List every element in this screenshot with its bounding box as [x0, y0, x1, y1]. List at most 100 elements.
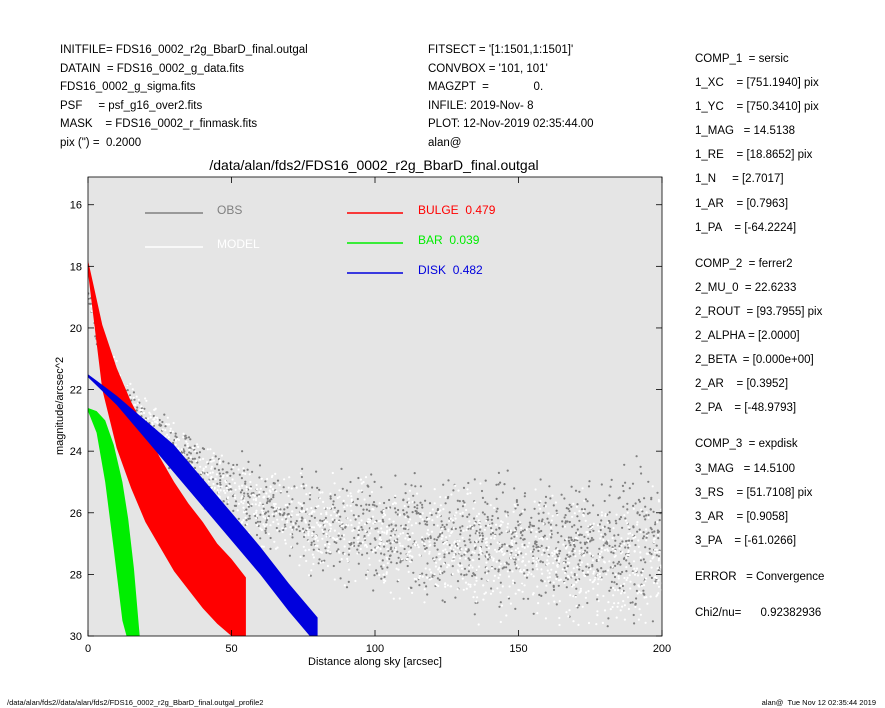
- obs-point: [592, 529, 595, 532]
- model-point: [343, 538, 346, 541]
- model-point: [455, 511, 458, 514]
- obs-point: [566, 578, 570, 581]
- model-point: [137, 398, 140, 401]
- obs-point: [589, 525, 592, 528]
- model-point: [640, 584, 644, 587]
- model-point: [307, 530, 310, 533]
- obs-point: [404, 492, 407, 495]
- model-point: [326, 549, 330, 552]
- model-point: [480, 553, 483, 556]
- obs-point: [525, 576, 529, 579]
- obs-point: [259, 520, 262, 523]
- model-point: [340, 525, 343, 528]
- obs-point: [298, 529, 301, 533]
- model-point: [573, 512, 576, 515]
- model-point: [256, 514, 259, 517]
- model-point: [642, 584, 646, 587]
- model-point: [633, 567, 636, 570]
- obs-point: [381, 559, 384, 562]
- obs-point: [577, 563, 580, 566]
- obs-point: [575, 587, 578, 590]
- obs-point: [497, 570, 500, 573]
- model-point: [478, 546, 481, 549]
- model-point: [329, 524, 332, 527]
- obs-point: [569, 536, 573, 539]
- obs-point: [517, 524, 520, 527]
- model-point: [501, 585, 504, 588]
- model-point: [156, 422, 159, 425]
- model-point: [262, 515, 265, 518]
- obs-point: [404, 483, 407, 486]
- model-point: [407, 520, 410, 524]
- obs-point: [373, 480, 376, 483]
- obs-point: [538, 519, 541, 522]
- model-point: [449, 547, 452, 550]
- model-point: [576, 537, 579, 540]
- obs-point: [426, 593, 429, 596]
- model-point: [439, 504, 442, 507]
- model-point: [623, 576, 626, 580]
- model-point: [218, 485, 221, 488]
- obs-point: [523, 492, 527, 495]
- obs-point: [289, 520, 293, 523]
- model-point: [272, 502, 276, 506]
- model-point: [281, 530, 284, 534]
- obs-point: [640, 571, 643, 574]
- obs-point: [650, 553, 653, 556]
- model-point: [641, 569, 644, 573]
- model-point: [225, 486, 228, 489]
- obs-point: [459, 562, 462, 565]
- obs-point: [507, 563, 510, 566]
- model-point: [472, 559, 475, 562]
- model-point: [529, 550, 533, 553]
- model-point: [575, 581, 578, 584]
- obs-point: [357, 562, 360, 565]
- model-point: [441, 534, 444, 537]
- model-point: [651, 557, 654, 560]
- model-point: [151, 421, 154, 424]
- model-point: [355, 515, 358, 518]
- x-tick-label: 150: [509, 643, 527, 655]
- obs-point: [386, 540, 389, 543]
- obs-point: [433, 538, 436, 541]
- obs-point: [295, 528, 298, 531]
- model-point: [222, 489, 226, 492]
- model-point: [140, 412, 143, 415]
- model-point: [444, 582, 447, 585]
- obs-point: [333, 493, 337, 496]
- obs-point: [614, 539, 617, 542]
- model-point: [164, 429, 167, 432]
- model-point: [299, 555, 302, 559]
- model-point: [569, 594, 572, 597]
- obs-point: [642, 531, 645, 534]
- model-point: [211, 456, 214, 459]
- component-param-line: COMP_2 = ferrer2: [695, 257, 793, 270]
- model-point: [495, 550, 498, 553]
- model-point: [188, 448, 191, 451]
- obs-point: [403, 512, 406, 516]
- obs-point: [549, 523, 553, 526]
- model-point: [479, 536, 482, 539]
- model-point: [214, 478, 217, 481]
- obs-point: [639, 559, 643, 562]
- model-point: [451, 572, 454, 576]
- obs-point: [580, 508, 584, 511]
- obs-point: [561, 520, 564, 523]
- x-tick-label: 100: [366, 643, 384, 655]
- obs-point: [634, 603, 637, 606]
- model-point: [532, 559, 535, 562]
- model-point: [329, 551, 332, 554]
- model-point: [402, 531, 405, 535]
- obs-point: [425, 585, 428, 588]
- model-point: [447, 529, 450, 533]
- model-point: [537, 503, 541, 507]
- obs-point: [488, 553, 491, 556]
- model-point: [351, 544, 354, 547]
- obs-point: [521, 534, 524, 537]
- obs-point: [645, 536, 648, 539]
- obs-point: [381, 511, 384, 514]
- y-tick-label: 16: [70, 200, 82, 212]
- obs-point: [430, 513, 433, 517]
- model-point: [617, 602, 620, 605]
- obs-point: [307, 523, 310, 526]
